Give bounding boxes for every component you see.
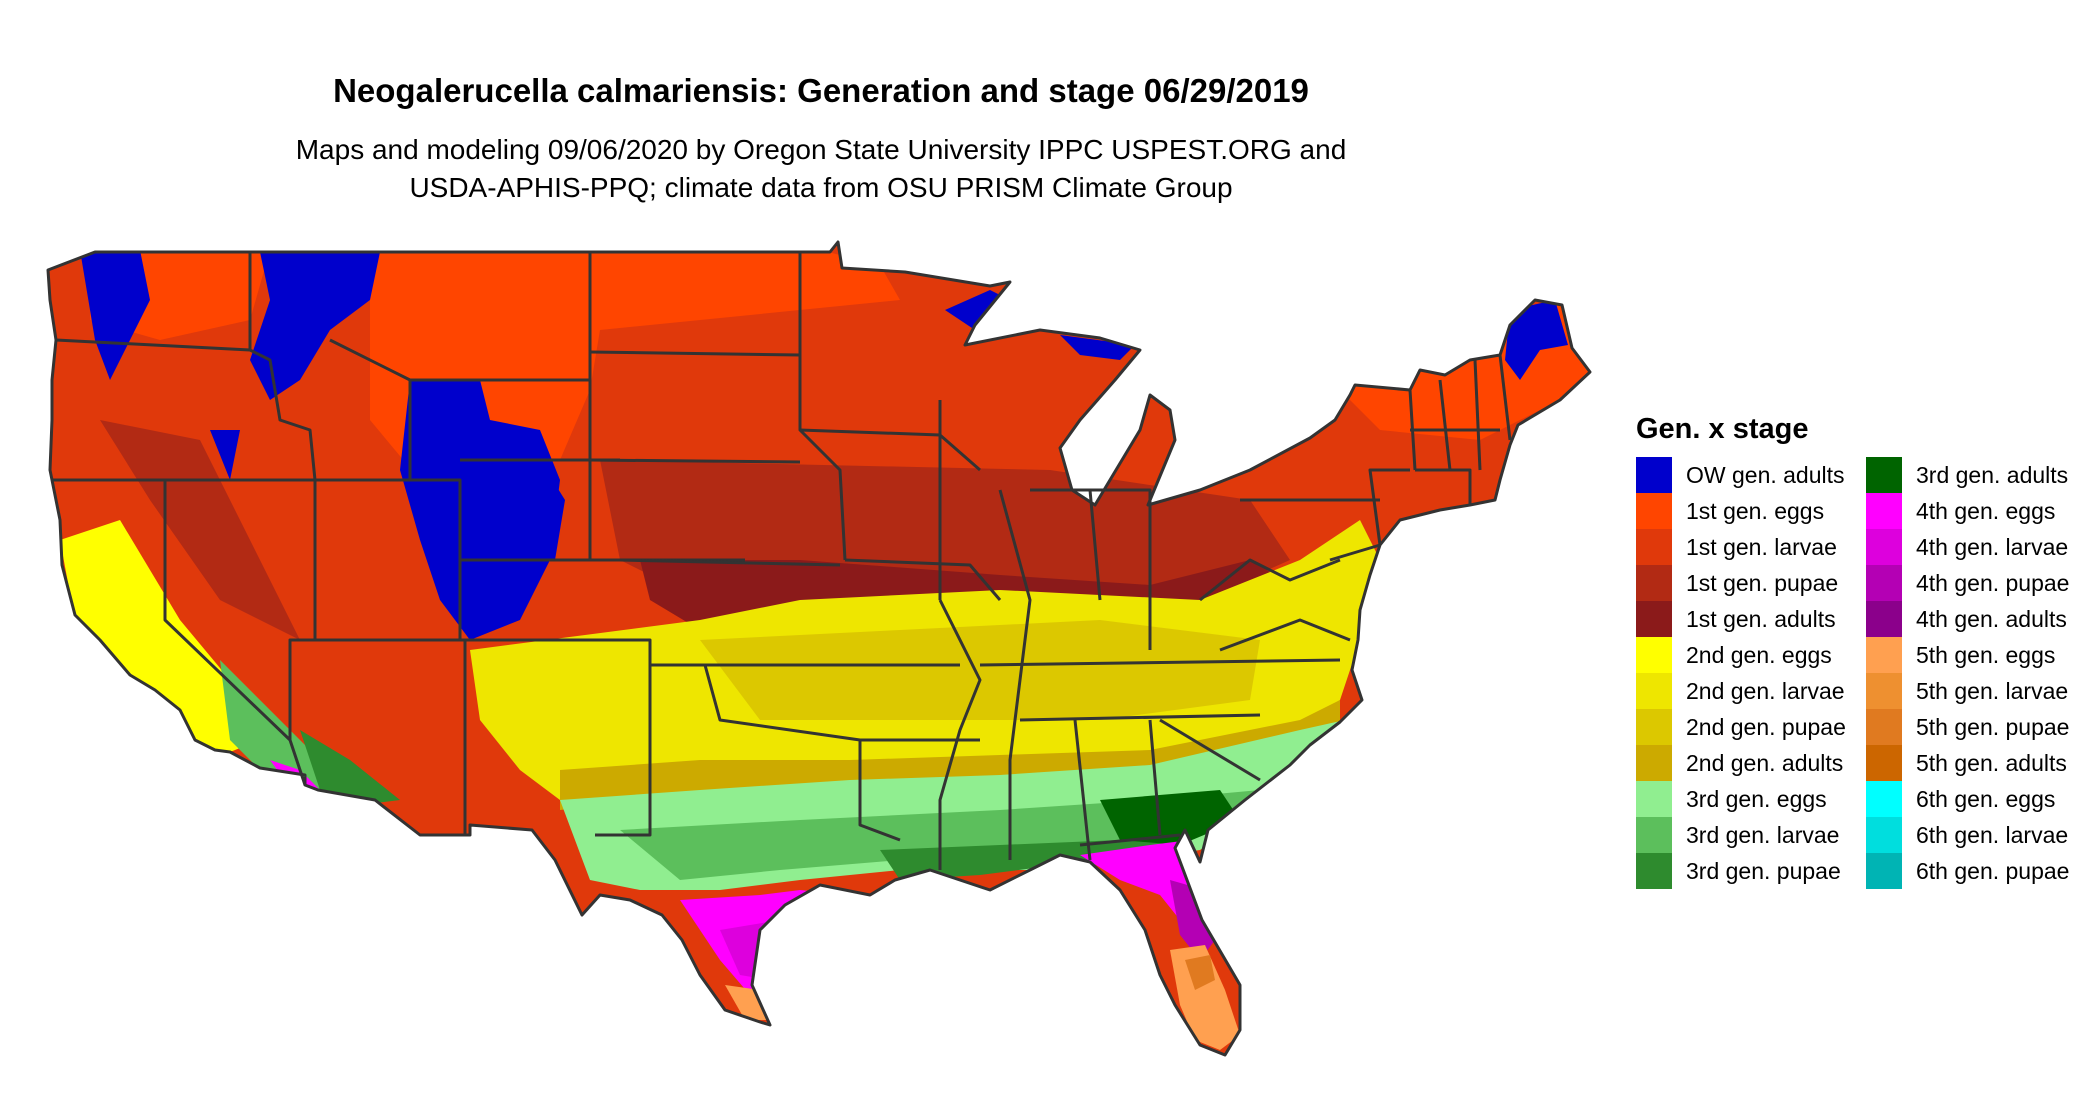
legend-swatch (1866, 853, 1902, 889)
legend-item: 3rd gen. adults (1866, 457, 2068, 493)
legend-item: 1st gen. eggs (1636, 493, 1824, 529)
legend-swatch (1866, 493, 1902, 529)
legend-label: 4th gen. adults (1916, 605, 2067, 632)
legend-swatch (1636, 637, 1672, 673)
legend-title: Gen. x stage (1636, 413, 1809, 445)
legend-swatch (1866, 745, 1902, 781)
legend-item: 1st gen. larvae (1636, 529, 1837, 565)
map-title: Neogalerucella calmariensis: Generation … (333, 72, 1309, 109)
legend-label: 2nd gen. eggs (1686, 641, 1832, 668)
legend-item: 3rd gen. eggs (1636, 781, 1827, 817)
legend-swatch (1636, 601, 1672, 637)
legend-label: 2nd gen. adults (1686, 749, 1844, 776)
legend-swatch (1866, 673, 1902, 709)
legend-item: OW gen. adults (1636, 457, 1845, 493)
legend-label: 2nd gen. pupae (1686, 713, 1846, 740)
legend-item: 5th gen. larvae (1866, 673, 2068, 709)
legend-label: 3rd gen. eggs (1686, 785, 1827, 812)
legend-swatch (1636, 853, 1672, 889)
legend-swatch (1866, 637, 1902, 673)
legend-item: 2nd gen. adults (1636, 745, 1843, 781)
legend-item: 5th gen. eggs (1866, 637, 2055, 673)
legend-swatch (1866, 565, 1902, 601)
legend-label: 4th gen. pupae (1916, 569, 2070, 596)
legend-swatch (1866, 601, 1902, 637)
legend-item: 4th gen. adults (1866, 601, 2067, 637)
legend-swatch (1636, 781, 1672, 817)
legend-label: 5th gen. larvae (1916, 677, 2069, 704)
legend-label: 6th gen. pupae (1916, 857, 2070, 884)
legend-swatch (1866, 529, 1902, 565)
map-subtitle-line-2: USDA-APHIS-PPQ; climate data from OSU PR… (409, 172, 1233, 203)
legend-swatch (1866, 817, 1902, 853)
legend-label: 5th gen. pupae (1916, 713, 2070, 740)
legend-swatch (1636, 529, 1672, 565)
legend-swatch (1866, 781, 1902, 817)
legend-label: 3rd gen. larvae (1686, 821, 1840, 848)
legend-item: 2nd gen. larvae (1636, 673, 1845, 709)
legend-label: 5th gen. eggs (1916, 641, 2056, 668)
legend-label: 6th gen. larvae (1916, 821, 2069, 848)
legend-label: 1st gen. adults (1686, 605, 1836, 632)
legend-item: 2nd gen. pupae (1636, 709, 1846, 745)
legend-item: 6th gen. pupae (1866, 853, 2069, 889)
legend-swatch (1636, 817, 1672, 853)
legend-item: 5th gen. pupae (1866, 709, 2069, 745)
legend-swatch (1636, 745, 1672, 781)
legend-item: 6th gen. eggs (1866, 781, 2055, 817)
legend-label: 1st gen. eggs (1686, 497, 1825, 524)
legend-label: 3rd gen. pupae (1686, 857, 1841, 884)
legend-label: 6th gen. eggs (1916, 785, 2056, 812)
legend-label: OW gen. adults (1686, 461, 1845, 488)
legend: OW gen. adults 1st gen. eggs 1st gen. larv… (1636, 457, 2096, 897)
legend-item: 6th gen. larvae (1866, 817, 2068, 853)
legend-label: 1st gen. larvae (1686, 533, 1837, 560)
legend-item: 3rd gen. pupae (1636, 853, 1841, 889)
legend-swatch (1636, 565, 1672, 601)
legend-item: 3rd gen. larvae (1636, 817, 1839, 853)
legend-label: 5th gen. adults (1916, 749, 2067, 776)
legend-item: 2nd gen. eggs (1636, 637, 1832, 673)
legend-label: 4th gen. eggs (1916, 497, 2056, 524)
legend-item: 4th gen. larvae (1866, 529, 2068, 565)
legend-label: 3rd gen. adults (1916, 461, 2069, 488)
legend-item: 1st gen. pupae (1636, 565, 1838, 601)
map-subtitle-line-1: Maps and modeling 09/06/2020 by Oregon S… (295, 134, 1347, 165)
legend-label: 4th gen. larvae (1916, 533, 2069, 560)
legend-item: 4th gen. pupae (1866, 565, 2069, 601)
legend-swatch (1866, 709, 1902, 745)
legend-label: 2nd gen. larvae (1686, 677, 1845, 704)
legend-item: 5th gen. adults (1866, 745, 2067, 781)
legend-label: 1st gen. pupae (1686, 569, 1839, 596)
legend-item: 1st gen. adults (1636, 601, 1836, 637)
legend-swatch (1636, 493, 1672, 529)
legend-swatch (1866, 457, 1902, 493)
legend-swatch (1636, 709, 1672, 745)
legend-swatch (1636, 457, 1672, 493)
legend-swatch (1636, 673, 1672, 709)
legend-item: 4th gen. eggs (1866, 493, 2055, 529)
